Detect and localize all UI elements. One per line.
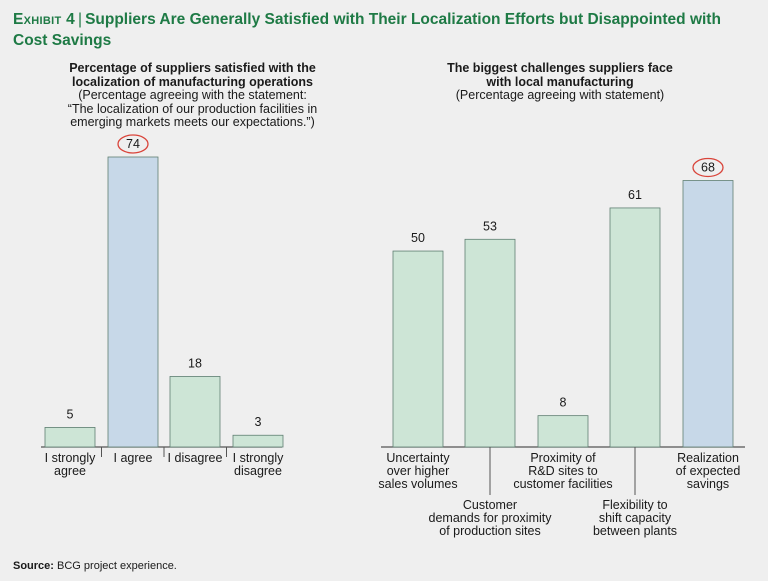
right-category-label-5-line-2: of expected	[676, 464, 741, 478]
exhibit-label: Exhibit 4	[13, 11, 76, 28]
left-category-label-1-line-2: agree	[54, 464, 86, 478]
right-highlight-circle-5	[692, 157, 724, 178]
left-chart-title-line-1: Percentage of suppliers satisfied with t…	[69, 61, 316, 75]
source-label: Source:	[13, 560, 54, 572]
right-value-label-1: 50	[411, 231, 425, 245]
left-chart-subtitle-line-3: emerging markets meets our expectations.…	[70, 115, 315, 129]
right-category-label-1-line-3: sales volumes	[378, 477, 457, 491]
right-value-label-4: 61	[628, 188, 642, 202]
title-separator: |	[78, 11, 83, 28]
right-bar-5	[682, 180, 734, 448]
left-value-label-2: 74	[126, 137, 140, 151]
left-category-label-3-line-1: I disagree	[168, 451, 223, 465]
left-value-label-1: 5	[67, 407, 74, 421]
right-category-label-2-line-2: demands for proximity	[429, 511, 553, 525]
left-bar-1	[44, 427, 96, 448]
source-note: Source: BCG project experience.	[13, 560, 177, 572]
right-bar-2	[464, 238, 516, 448]
right-category-label-3-line-2: R&D sites to	[528, 464, 598, 478]
left-highlight-circle-2	[117, 134, 149, 154]
left-category-label-4-line-1: I strongly	[233, 451, 284, 465]
right-category-label-5-line-3: savings	[687, 477, 729, 491]
right-bar-1	[392, 250, 444, 448]
right-chart-title-line-2: with local manufacturing	[486, 74, 634, 89]
right-bar-3	[537, 415, 589, 448]
left-value-label-3: 18	[188, 356, 202, 370]
exhibit-title-text: Suppliers Are Generally Satisfied with T…	[13, 11, 721, 49]
right-category-label-2-line-1: Customer	[463, 498, 517, 512]
left-chart-title-line-2: localization of manufacturing operations	[72, 74, 313, 89]
right-category-label-3-line-1: Proximity of	[530, 451, 596, 465]
left-chart-subtitle-line-2: “The localization of our production faci…	[67, 101, 318, 116]
left-bar-3	[169, 376, 221, 448]
right-value-label-5: 68	[701, 161, 715, 175]
right-value-label-3: 8	[560, 396, 567, 410]
left-category-label-2-line-1: I agree	[114, 451, 153, 465]
right-chart-title: The biggest challenges suppliers face wi…	[400, 61, 720, 103]
right-category-label-5-line-1: Realization	[677, 451, 739, 465]
right-category-label-4-line-2: shift capacity	[599, 511, 672, 525]
left-category-label-1-line-1: I strongly	[45, 451, 96, 465]
right-value-label-2: 53	[483, 219, 497, 233]
left-category-label-4-line-2: disagree	[234, 464, 282, 478]
source-text: BCG project experience.	[57, 560, 177, 572]
right-bar-4	[609, 207, 661, 448]
left-value-label-4: 3	[255, 415, 262, 429]
right-chart-title-line-1: The biggest challenges suppliers face	[447, 61, 673, 75]
right-category-label-1-line-2: over higher	[387, 464, 450, 478]
left-chart-title: Percentage of suppliers satisfied with t…	[20, 61, 365, 130]
left-bar-2	[107, 156, 159, 448]
right-category-label-4-line-3: between plants	[593, 524, 677, 538]
right-chart-subtitle-line-1: (Percentage agreeing with statement)	[455, 88, 665, 102]
right-category-label-4-line-1: Flexibility to	[602, 498, 667, 512]
right-category-label-2-line-3: of production sites	[439, 524, 540, 538]
left-bar-4	[232, 434, 284, 448]
exhibit-title: Exhibit 4 | Suppliers Are Generally Satisf…	[13, 9, 758, 51]
right-category-label-3-line-3: customer facilities	[513, 477, 612, 491]
left-chart-subtitle-line-1: (Percentage agreeing with the statement:	[78, 88, 307, 102]
right-category-label-1-line-1: Uncertainty	[386, 451, 450, 465]
